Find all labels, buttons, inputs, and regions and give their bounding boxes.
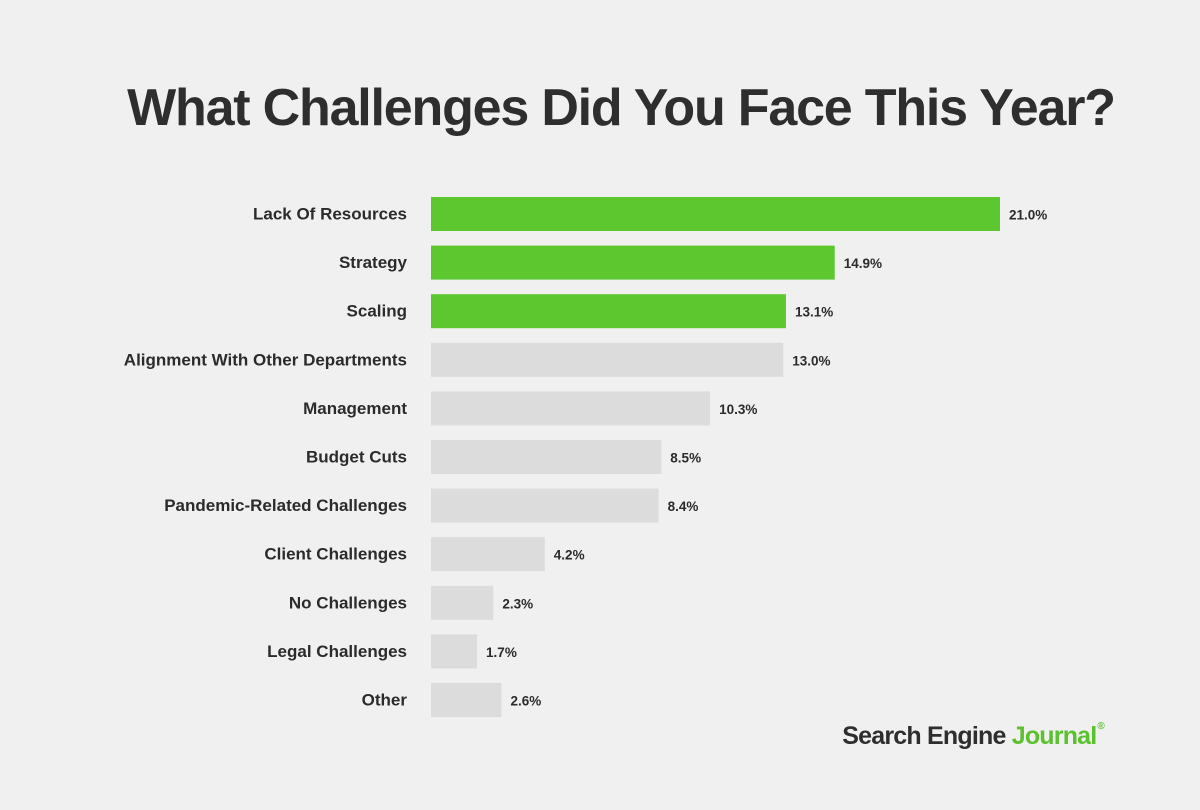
category-label: Alignment With Other Departments bbox=[124, 350, 407, 369]
bar bbox=[431, 585, 494, 620]
category-label: Strategy bbox=[339, 253, 408, 272]
bar bbox=[431, 683, 502, 717]
bar bbox=[431, 245, 835, 280]
brand-logo-part1: Search Engine bbox=[842, 722, 1012, 750]
category-label: Scaling bbox=[347, 302, 407, 321]
bar bbox=[431, 294, 786, 329]
chart-title: What Challenges Did You Face This Year? bbox=[127, 79, 1116, 137]
value-label: 2.3% bbox=[502, 596, 533, 611]
brand-logo: Search Engine Journal® bbox=[842, 721, 1104, 751]
value-label: 13.1% bbox=[795, 305, 833, 320]
value-label: 8.4% bbox=[668, 499, 699, 514]
value-label: 14.9% bbox=[844, 256, 882, 271]
brand-registered-mark: ® bbox=[1097, 721, 1104, 732]
bar bbox=[431, 197, 1000, 231]
category-label: Pandemic-Related Challenges bbox=[164, 496, 407, 515]
category-label: Legal Challenges bbox=[267, 642, 407, 661]
category-label: Other bbox=[362, 691, 408, 710]
bar bbox=[431, 537, 545, 572]
category-label: Client Challenges bbox=[264, 545, 407, 564]
category-label: Budget Cuts bbox=[306, 448, 407, 467]
value-label: 2.6% bbox=[510, 694, 541, 709]
value-label: 1.7% bbox=[486, 645, 517, 660]
bar bbox=[431, 488, 659, 523]
value-label: 10.3% bbox=[719, 402, 757, 417]
bar bbox=[431, 634, 478, 669]
bar bbox=[431, 440, 662, 474]
category-label: Management bbox=[303, 399, 407, 418]
bar bbox=[431, 391, 711, 426]
category-label: No Challenges bbox=[289, 593, 407, 612]
value-label: 8.5% bbox=[670, 451, 701, 466]
value-label: 13.0% bbox=[792, 353, 830, 368]
brand-logo-part2: Journal bbox=[1011, 722, 1098, 750]
bar bbox=[431, 342, 784, 377]
category-label: Lack Of Resources bbox=[253, 205, 407, 224]
value-label: 4.2% bbox=[554, 548, 585, 563]
value-label: 21.0% bbox=[1009, 208, 1047, 223]
